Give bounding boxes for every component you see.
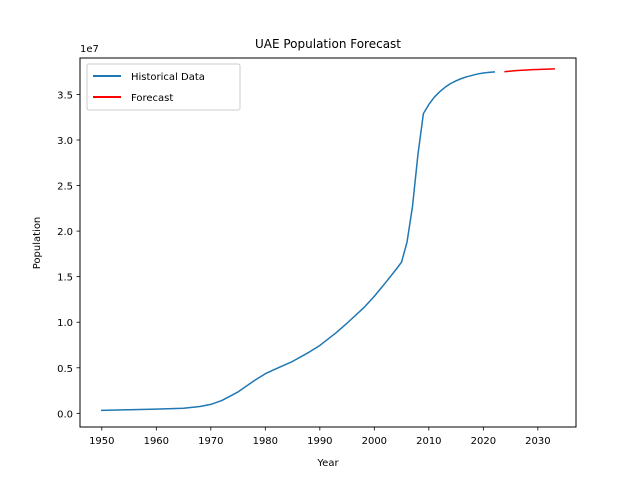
legend: Historical Data Forecast <box>86 63 241 111</box>
y-offset-label: 1e7 <box>80 44 99 55</box>
y-tick-label: 1.5 <box>57 273 73 284</box>
y-tick-label: 0.0 <box>57 409 73 420</box>
y-tick-label: 2.5 <box>57 182 73 193</box>
y-tick-label: 0.5 <box>57 364 73 375</box>
x-tick-label: 2000 <box>362 436 387 447</box>
x-tick-label: 1950 <box>89 436 114 447</box>
x-tick-label: 2010 <box>416 436 441 447</box>
plot-frame <box>79 57 577 428</box>
y-tick-label: 2.0 <box>57 227 73 238</box>
x-tick-label: 2030 <box>525 436 550 447</box>
y-tick-label: 1.0 <box>57 318 73 329</box>
plot-area <box>101 68 555 412</box>
series-line-forecast <box>504 68 555 73</box>
x-axis: 1950 1960 1970 1980 1990 2000 2010 2020 2030 <box>89 427 551 447</box>
y-tick-label: 3.5 <box>57 90 73 101</box>
x-axis-label: Year <box>316 458 339 469</box>
x-tick-label: 1960 <box>144 436 169 447</box>
y-axis-label: Population <box>32 217 43 270</box>
x-tick-label: 2020 <box>471 436 496 447</box>
legend-label-historical: Historical Data <box>131 72 205 83</box>
chart-title: UAE Population Forecast <box>255 37 401 51</box>
legend-frame <box>86 63 241 111</box>
x-tick-label: 1980 <box>253 436 278 447</box>
legend-label-forecast: Forecast <box>131 93 173 104</box>
x-tick-label: 1990 <box>307 436 332 447</box>
series-line-historical-data <box>101 71 496 412</box>
y-tick-label: 3.0 <box>57 136 73 147</box>
x-tick-label: 1970 <box>198 436 223 447</box>
y-axis: 0.0 0.5 1.0 1.5 2.0 2.5 3.0 3.5 <box>57 90 80 420</box>
